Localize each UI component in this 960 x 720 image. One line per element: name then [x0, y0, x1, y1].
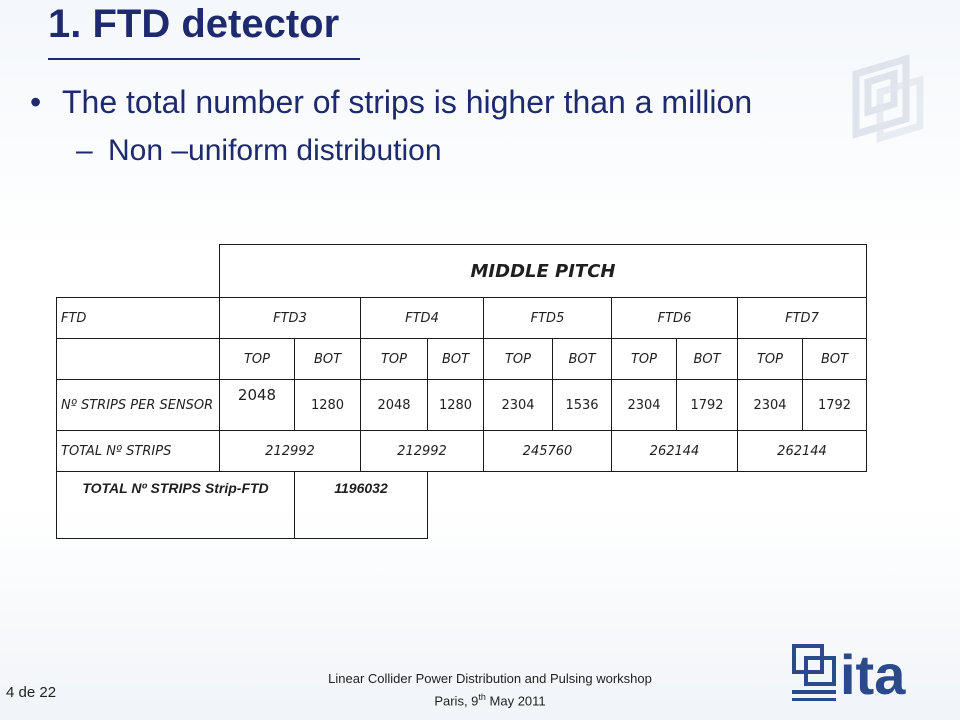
strips-cell: 2048 [219, 379, 295, 431]
side-cell: BOT [802, 338, 867, 380]
ftd-col: FTD3 [219, 297, 361, 339]
ftd-col: FTD6 [611, 297, 738, 339]
bullet-glyph: • [30, 84, 42, 120]
total-cell: 262144 [737, 430, 867, 472]
total-cell: 262144 [611, 430, 738, 472]
strips-per-sensor-label: Nº STRIPS PER SENSOR [56, 379, 220, 431]
footer-date-post: May 2011 [485, 693, 546, 709]
bullet-text: The total number of strips is higher tha… [62, 84, 753, 120]
page-number: 4 de 22 [6, 684, 57, 701]
side-cell: TOP [483, 338, 553, 380]
total-cell: 212992 [219, 430, 361, 472]
table-empty-corner [57, 245, 220, 298]
grand-total-value: 1196032 [294, 471, 428, 539]
side-cell: TOP [360, 338, 428, 380]
ftd-col: FTD5 [483, 297, 612, 339]
strips-cell: 2304 [483, 379, 553, 431]
grand-total-label: TOTAL Nº STRIPS Strip-FTD [56, 471, 295, 539]
bullet-item: • The total number of strips is higher th… [30, 84, 752, 121]
slide-title: 1. FTD detector [48, 2, 340, 46]
side-cell: TOP [611, 338, 677, 380]
table-row-strips-per-sensor: Nº STRIPS PER SENSOR 2048 1280 2048 1280… [56, 379, 867, 431]
strips-cell: 1536 [552, 379, 612, 431]
total-cell: 245760 [483, 430, 612, 472]
ftd-col: FTD4 [360, 297, 484, 339]
logo-text: ita [840, 643, 906, 706]
table-cell-empty [56, 338, 220, 380]
strips-cell: 1280 [294, 379, 361, 431]
side-cell: BOT [552, 338, 612, 380]
table-row-sides: TOP BOT TOP BOT TOP BOT TOP BOT TOP BOT [56, 338, 867, 380]
side-cell: BOT [294, 338, 361, 380]
table-row-total: TOTAL Nº STRIPS 212992 212992 245760 262… [56, 430, 867, 472]
ftd-label: FTD [56, 297, 220, 339]
total-strips-label: TOTAL Nº STRIPS [56, 430, 220, 472]
table-row-grand-total: TOTAL Nº STRIPS Strip-FTD 1196032 [56, 471, 867, 539]
title-underline [48, 58, 360, 60]
sub-bullet-item: – Non –uniform distribution [76, 134, 442, 168]
side-cell: BOT [427, 338, 484, 380]
side-cell: TOP [737, 338, 803, 380]
strips-cell: 2304 [611, 379, 677, 431]
strips-table: MIDDLE PITCH FTD FTD3 FTD4 FTD5 FTD6 FTD… [56, 244, 867, 539]
footer-date-sup: th [478, 692, 486, 702]
table-row-ftd: FTD FTD3 FTD4 FTD5 FTD6 FTD7 [56, 297, 867, 339]
footer-line-1: Linear Collider Power Distribution and P… [328, 671, 652, 686]
strips-cell: 1792 [802, 379, 867, 431]
table-header-middle-pitch: MIDDLE PITCH [219, 244, 867, 298]
sub-bullet-glyph: – [76, 134, 93, 167]
side-cell: TOP [219, 338, 295, 380]
strips-cell: 1280 [427, 379, 484, 431]
footer-date-pre: Paris, 9 [434, 693, 479, 709]
strips-cell: 2304 [737, 379, 803, 431]
sub-bullet-text: Non –uniform distribution [108, 134, 442, 167]
ftd-col: FTD7 [737, 297, 867, 339]
strips-cell: 2048 [360, 379, 428, 431]
ita-logo: ita [792, 643, 906, 706]
table-header-row: MIDDLE PITCH [57, 244, 867, 298]
side-cell: BOT [676, 338, 738, 380]
footer-line-2: Paris, 9th May 2011 [260, 688, 720, 710]
table-empty-area [428, 472, 867, 539]
strips-cell: 1792 [676, 379, 738, 431]
footer-text: Linear Collider Power Distribution and P… [260, 670, 720, 710]
decorative-corner-icon [852, 54, 924, 143]
total-cell: 212992 [360, 430, 484, 472]
